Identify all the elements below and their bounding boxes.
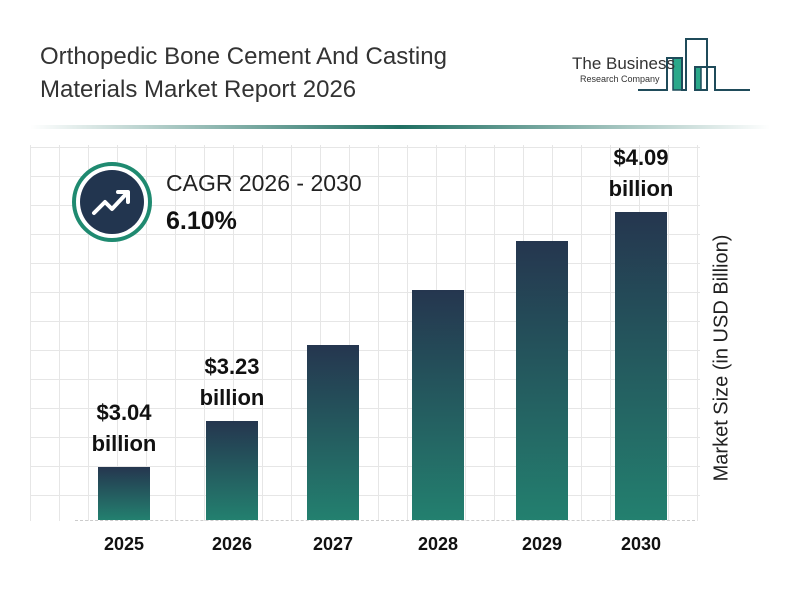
x-axis-baseline xyxy=(75,520,695,521)
title-line-2: Materials Market Report 2026 xyxy=(40,76,357,103)
data-label-line2: billion xyxy=(91,430,157,456)
data-label-line2: billion xyxy=(608,176,674,201)
data-label-2030: $4.09 billion xyxy=(581,142,701,204)
title-line-1: Orthopedic Bone Cement And Casting xyxy=(40,43,447,70)
x-tick-label: 2025 xyxy=(103,534,145,554)
bar-2028 xyxy=(412,289,464,520)
data-label-line1: $4.09 xyxy=(613,145,669,170)
bar-2027 xyxy=(307,345,359,520)
logo-subtext: Research Company xyxy=(580,74,660,84)
bar-2026 xyxy=(206,420,258,520)
cagr-label: CAGR 2026 - 2030 xyxy=(166,170,362,196)
x-tick-label: 2030 xyxy=(620,534,662,554)
logo-buildings-icon xyxy=(638,38,750,91)
trending-up-icon xyxy=(72,162,152,242)
page-title: Orthopedic Bone Cement And Casting Mater… xyxy=(40,40,520,106)
header-divider xyxy=(30,125,770,129)
x-tick-label: 2026 xyxy=(211,534,253,554)
x-tick-label: 2029 xyxy=(521,534,563,554)
logo-text: The Business xyxy=(572,54,675,73)
x-tick-label: 2028 xyxy=(417,534,459,554)
data-label-2026: $3.23 billion xyxy=(172,351,292,413)
bar-2029 xyxy=(516,241,568,520)
data-label-line1: $3.04 xyxy=(96,399,152,425)
y-axis-label: Market Size (in USD Billion) xyxy=(710,234,733,482)
x-tick-label: 2027 xyxy=(312,534,354,554)
data-label-line1: $3.23 xyxy=(204,353,260,379)
bar-2025 xyxy=(98,466,150,520)
bar-2030 xyxy=(615,212,667,520)
cagr-value: 6.10% xyxy=(166,207,237,235)
company-logo: The Business Research Company xyxy=(570,34,755,94)
data-label-line2: billion xyxy=(199,384,265,410)
data-label-2025: $3.04 billion xyxy=(64,397,184,459)
